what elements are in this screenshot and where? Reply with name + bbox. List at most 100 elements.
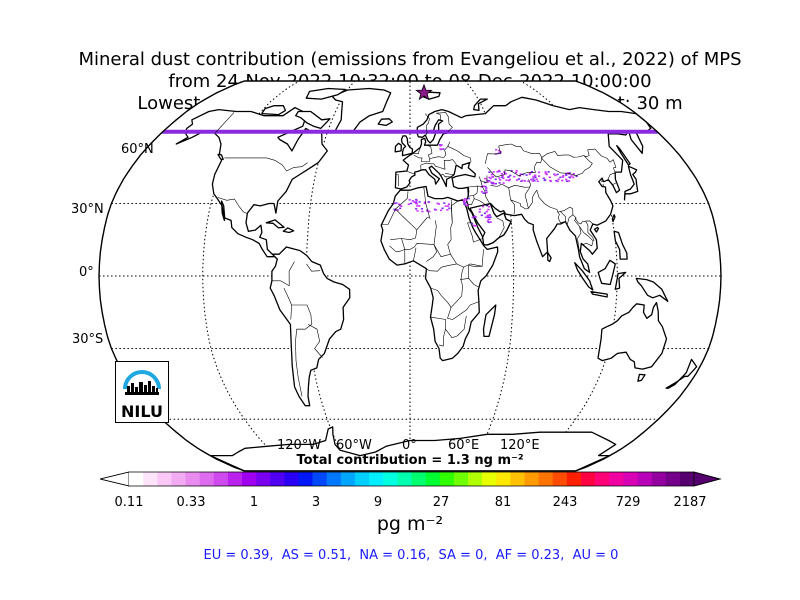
dust-pixel	[447, 205, 450, 207]
dust-pixel	[446, 209, 449, 211]
dust-pixel	[495, 148, 498, 151]
dust-pixel	[532, 178, 535, 180]
country-border	[426, 220, 437, 262]
dust-pixel	[553, 173, 556, 175]
dust-pixel	[489, 216, 492, 218]
continents	[175, 87, 698, 471]
colorbar-segment	[538, 472, 554, 486]
landmass-tasmania	[637, 373, 646, 382]
dust-pixel	[529, 172, 532, 174]
dust-pixel	[562, 175, 565, 177]
colorbar-segment	[242, 472, 257, 486]
country-border	[430, 316, 447, 347]
dust-pixel	[530, 171, 533, 173]
dust-pixel	[567, 180, 571, 182]
colorbar-over-triangle	[693, 471, 722, 487]
dust-pixel	[399, 207, 402, 210]
dust-pixel	[413, 201, 416, 203]
country-border	[460, 278, 479, 288]
dust-pixel	[520, 180, 523, 183]
colorbar-segment	[552, 472, 568, 486]
landmass-ireland	[394, 142, 402, 153]
country-border	[579, 226, 594, 247]
country-border	[447, 227, 483, 268]
colorbar-tick: 0.33	[176, 495, 206, 510]
dust-pixel	[396, 209, 399, 211]
country-border	[480, 175, 488, 184]
meridian-line	[464, 81, 515, 471]
landmass-new-guinea	[635, 277, 669, 303]
dust-pixel	[411, 200, 414, 202]
country-border	[585, 220, 595, 242]
colorbar-tick: 0.11	[114, 495, 144, 510]
dust-pixel	[423, 201, 427, 204]
dust-pixel	[485, 210, 488, 213]
dust-pixel	[508, 178, 511, 181]
dust-pixel	[474, 225, 477, 227]
dust-pixel	[568, 173, 571, 175]
dust-pixel	[474, 216, 477, 218]
dust-pixel	[440, 144, 443, 146]
landmass-eurasia	[394, 96, 652, 274]
colorbar-segment	[157, 472, 172, 486]
dust-pixel	[393, 208, 396, 211]
dust-pixel	[498, 149, 501, 152]
country-border	[401, 238, 406, 264]
country-border	[224, 157, 308, 172]
dust-pixel	[421, 210, 424, 213]
dust-pixel	[521, 179, 524, 182]
dust-pixel	[488, 176, 491, 179]
dust-pixel	[570, 175, 573, 177]
colorbar-segment	[581, 472, 596, 486]
dust-pixel	[415, 198, 418, 201]
dust-pixel	[465, 204, 468, 207]
country-border	[484, 143, 540, 164]
dust-pixel	[487, 208, 490, 211]
country-border	[467, 195, 475, 205]
dust-pixel	[439, 144, 442, 146]
country-border	[427, 144, 433, 160]
landmass-new-zealand	[665, 358, 698, 389]
landmass-britain	[400, 135, 414, 157]
dust-pixel	[439, 145, 442, 147]
dust-pixel	[463, 201, 466, 203]
dust-pixel	[534, 174, 537, 177]
country-border	[444, 173, 455, 178]
dust-pixel	[487, 218, 490, 221]
dust-pixel	[484, 216, 487, 219]
colorbar-segment	[637, 472, 652, 486]
landmass-australia	[597, 301, 668, 370]
dust-pixel	[517, 178, 521, 180]
dust-pixel	[415, 199, 418, 202]
dust-pixel	[556, 180, 559, 183]
colorbar-segment	[171, 472, 186, 486]
dust-pixel	[544, 172, 547, 175]
landmass-sulawesi	[614, 271, 627, 290]
landmass-greenland	[331, 87, 392, 134]
nilu-logo: NILU	[115, 361, 169, 423]
dust-pixel	[554, 174, 557, 177]
dust-pixel	[415, 208, 418, 210]
station-star	[415, 83, 433, 101]
dust-pixel	[505, 179, 508, 181]
dust-pixel	[485, 189, 488, 191]
dust-pixel	[480, 190, 484, 193]
dust-pixel	[497, 169, 501, 172]
dust-pixel	[462, 199, 465, 202]
colorbar-segment	[256, 472, 271, 486]
country-border	[430, 267, 464, 308]
dust-pixel	[486, 216, 489, 218]
dust-pixel	[426, 210, 429, 212]
dust-pixel	[530, 178, 533, 181]
colorbar-tick: 1	[249, 495, 259, 510]
landmass-philippines	[613, 230, 628, 260]
lon-label-0: 0°	[402, 438, 417, 453]
landmass-baffin	[295, 110, 331, 130]
country-border	[572, 214, 582, 251]
dust-pixel	[566, 180, 569, 183]
dust-pixel	[485, 191, 488, 193]
landmass-hispaniola	[282, 227, 295, 234]
dust-pixel	[414, 201, 417, 204]
dust-pixel	[400, 205, 403, 207]
